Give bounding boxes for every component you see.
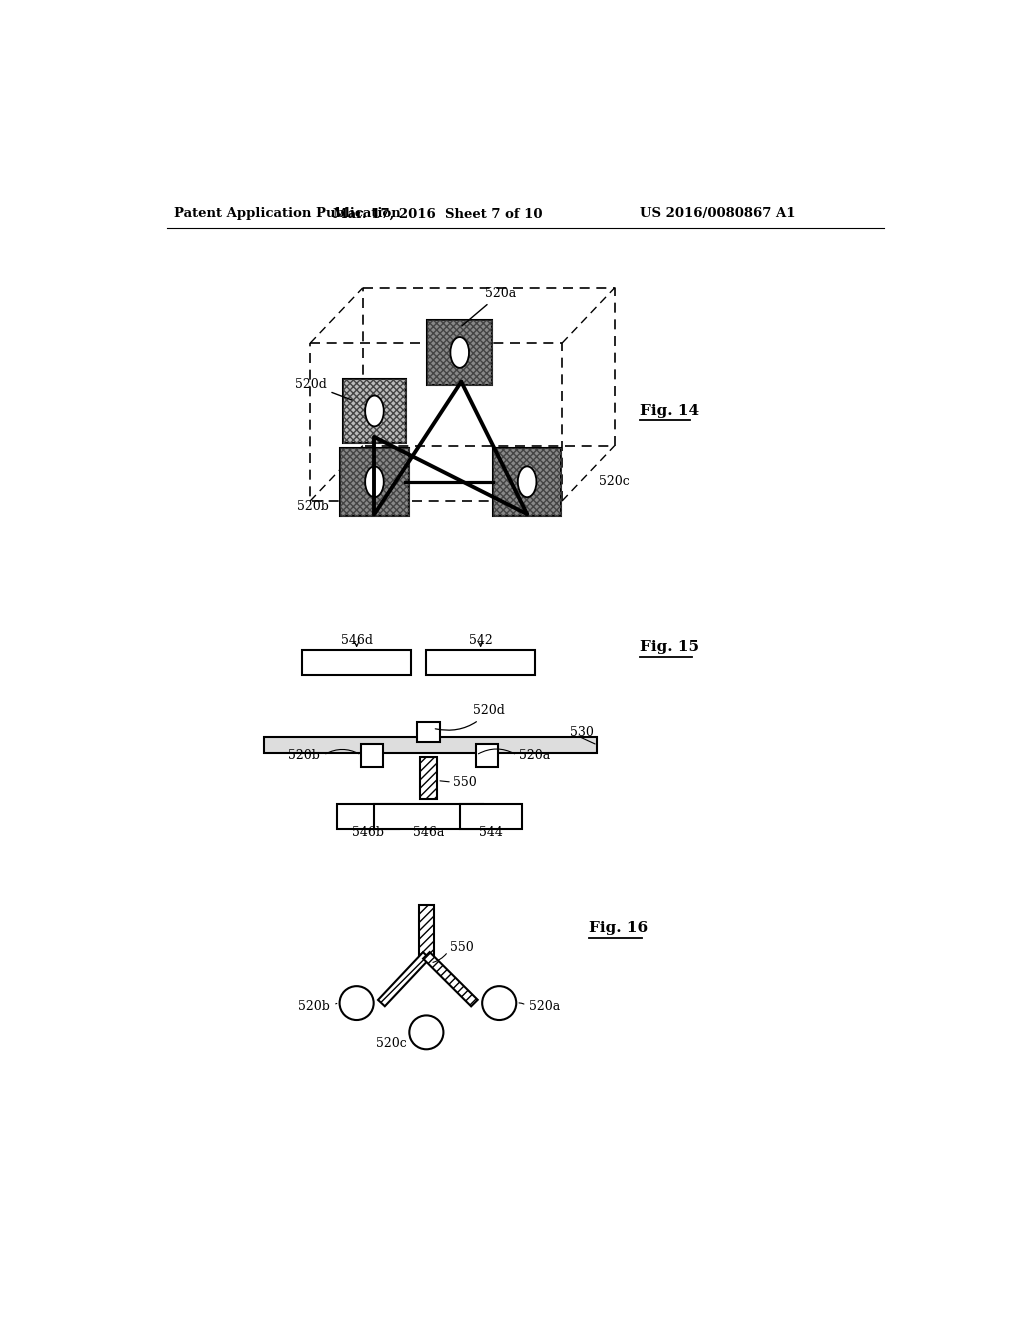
Circle shape <box>410 1015 443 1049</box>
Bar <box>263 738 597 752</box>
Text: 520c: 520c <box>599 475 630 488</box>
Bar <box>340 447 409 516</box>
Text: 520a: 520a <box>462 286 516 326</box>
Text: Fig. 14: Fig. 14 <box>640 404 698 418</box>
Polygon shape <box>378 952 430 1006</box>
Text: 520c: 520c <box>376 1038 407 1051</box>
Text: 544: 544 <box>479 825 503 838</box>
Ellipse shape <box>366 396 384 426</box>
Text: 546d: 546d <box>341 634 373 647</box>
Ellipse shape <box>366 466 384 498</box>
Bar <box>427 321 493 385</box>
Bar <box>493 447 561 516</box>
Text: Fig. 16: Fig. 16 <box>589 921 648 936</box>
Text: 520d: 520d <box>295 378 351 400</box>
Circle shape <box>340 986 374 1020</box>
Bar <box>427 321 493 385</box>
Text: 520b: 520b <box>297 500 329 513</box>
Text: 520a: 520a <box>528 1001 560 1014</box>
Ellipse shape <box>451 337 469 368</box>
Text: 546a: 546a <box>413 825 444 838</box>
Bar <box>361 743 383 767</box>
Bar <box>417 722 440 742</box>
Bar <box>302 651 411 675</box>
Text: 520a: 520a <box>519 748 551 762</box>
Ellipse shape <box>518 466 537 498</box>
Polygon shape <box>423 952 478 1006</box>
Bar <box>460 804 521 829</box>
Bar <box>426 651 535 675</box>
Bar <box>343 379 407 442</box>
Bar <box>375 804 483 829</box>
Text: Mar. 17, 2016  Sheet 7 of 10: Mar. 17, 2016 Sheet 7 of 10 <box>333 207 543 220</box>
Text: 550: 550 <box>450 941 473 954</box>
Text: Fig. 15: Fig. 15 <box>640 640 698 655</box>
Text: 520b: 520b <box>289 748 321 762</box>
Circle shape <box>482 986 516 1020</box>
Bar <box>476 743 498 767</box>
Bar <box>420 758 437 800</box>
Text: 530: 530 <box>569 726 594 739</box>
Text: 542: 542 <box>469 634 493 647</box>
Text: 520d: 520d <box>435 705 505 730</box>
Bar <box>343 379 407 442</box>
Bar <box>419 906 434 956</box>
Text: 550: 550 <box>454 776 477 788</box>
Bar <box>337 804 399 829</box>
Text: US 2016/0080867 A1: US 2016/0080867 A1 <box>640 207 795 220</box>
Bar <box>493 447 561 516</box>
Text: Patent Application Publication: Patent Application Publication <box>174 207 401 220</box>
Text: 546b: 546b <box>352 825 384 838</box>
Text: 520b: 520b <box>298 1001 330 1014</box>
Bar <box>340 447 409 516</box>
